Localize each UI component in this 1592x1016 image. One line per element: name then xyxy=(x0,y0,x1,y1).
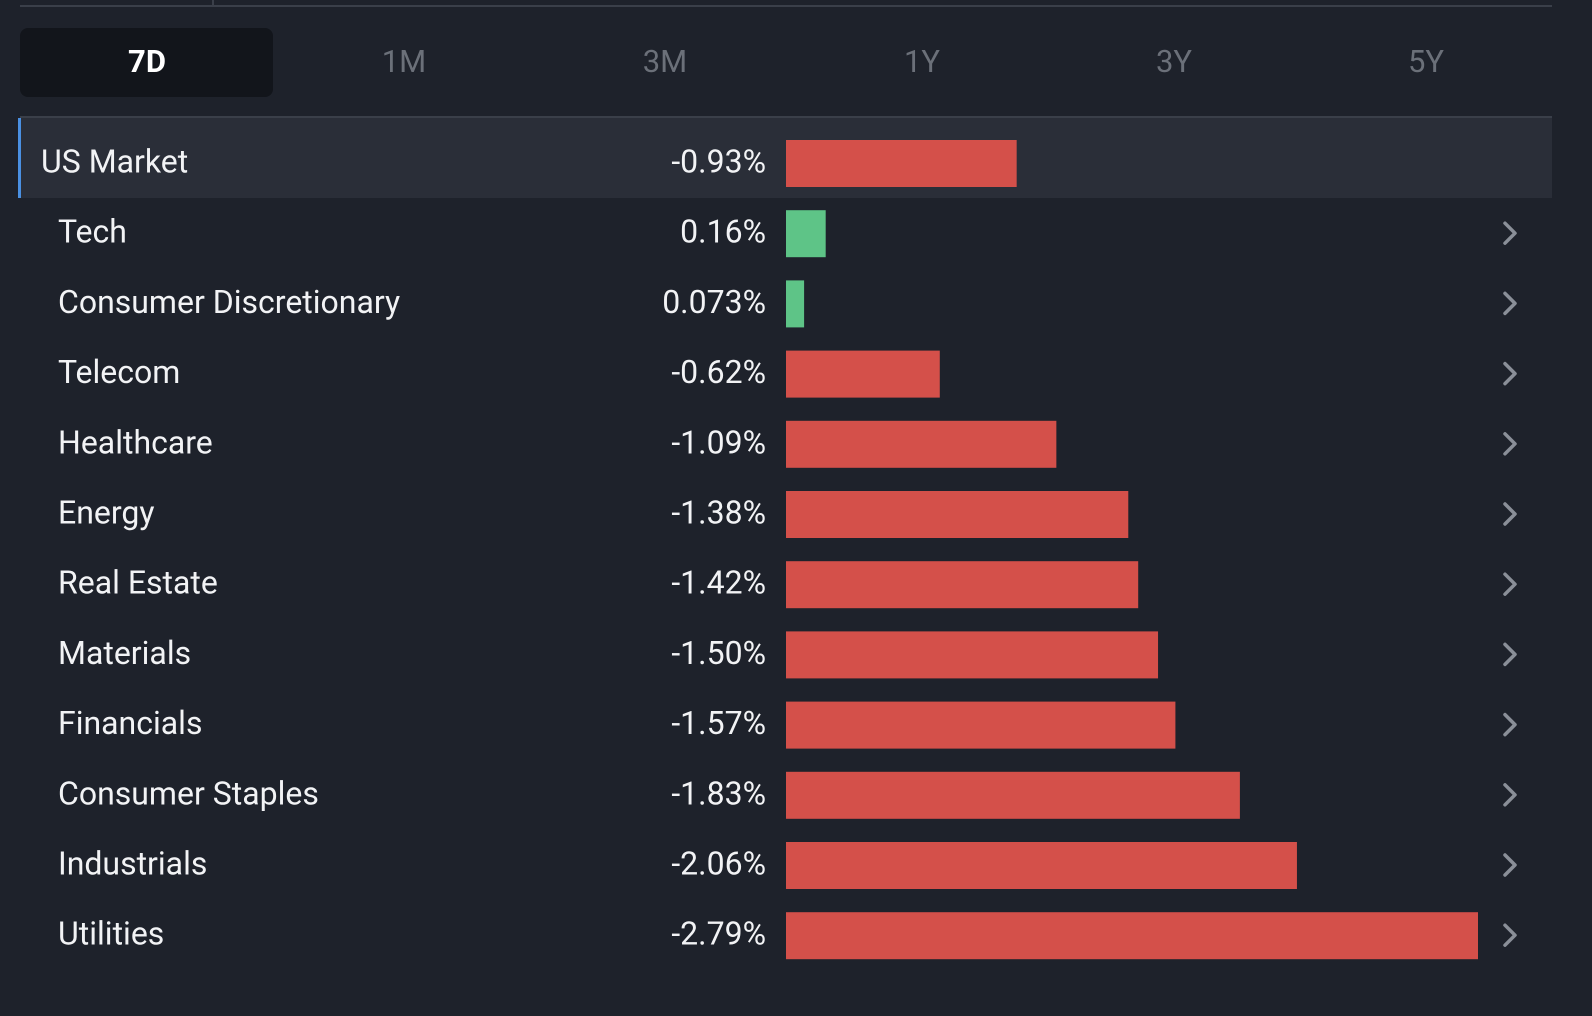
value-label: 0.16% xyxy=(680,213,766,251)
value-label: -1.42% xyxy=(671,564,766,602)
bar xyxy=(786,350,940,398)
value-label: 0.073% xyxy=(662,283,766,321)
bar xyxy=(786,420,1057,468)
chevron[interactable] xyxy=(1503,853,1517,877)
row-label[interactable]: Energy xyxy=(58,493,154,531)
bar xyxy=(786,631,1159,679)
row-label[interactable]: Telecom xyxy=(58,353,180,391)
chevron[interactable] xyxy=(1503,923,1517,947)
row-highlight xyxy=(18,118,1552,198)
row-label[interactable]: US Market xyxy=(41,142,188,180)
chevron[interactable] xyxy=(1503,642,1517,667)
tab[interactable]: 3Y xyxy=(1156,43,1192,80)
row-label[interactable]: Financials xyxy=(58,704,202,742)
tab[interactable]: 1M xyxy=(382,43,427,80)
chevron[interactable] xyxy=(1503,572,1517,596)
chevron[interactable] xyxy=(1503,783,1517,807)
tab[interactable]: 5Y xyxy=(1408,43,1444,80)
tab[interactable]: 3M xyxy=(643,43,688,80)
tab[interactable]: 7D xyxy=(128,43,166,80)
row-label[interactable]: Healthcare xyxy=(58,423,213,461)
bar xyxy=(786,210,826,258)
row-label[interactable]: Consumer Staples xyxy=(58,774,319,812)
value-label: -1.57% xyxy=(671,704,766,742)
tab[interactable]: 1Y xyxy=(904,43,940,80)
value-label: -0.62% xyxy=(671,353,766,391)
row-label[interactable]: Tech xyxy=(58,213,127,251)
value-label: -1.50% xyxy=(671,634,766,672)
row-label[interactable]: Industrials xyxy=(58,844,207,882)
value-label: -1.09% xyxy=(671,423,766,461)
value-label: -2.06% xyxy=(671,844,766,882)
row-label[interactable]: Consumer Discretionary xyxy=(58,283,400,321)
bar xyxy=(786,561,1139,609)
value-label: -1.38% xyxy=(671,493,766,531)
chevron[interactable] xyxy=(1503,221,1517,245)
row-accent xyxy=(18,118,21,198)
chevron[interactable] xyxy=(1503,502,1517,526)
tab-active-bg xyxy=(20,28,273,97)
bar xyxy=(786,912,1478,960)
row-label[interactable]: Utilities xyxy=(58,915,164,953)
chevron[interactable] xyxy=(1503,361,1517,386)
bar xyxy=(786,701,1176,749)
bar xyxy=(786,491,1129,538)
chevron[interactable] xyxy=(1503,432,1517,456)
bar xyxy=(786,140,1017,187)
bar xyxy=(786,842,1297,889)
row-label[interactable]: Real Estate xyxy=(58,564,218,602)
value-label: -2.79% xyxy=(671,915,766,953)
chevron[interactable] xyxy=(1503,712,1517,737)
bar xyxy=(786,771,1240,819)
value-label: -0.93% xyxy=(671,142,766,180)
bar xyxy=(786,280,805,328)
value-label: -1.83% xyxy=(671,774,766,812)
row-label[interactable]: Materials xyxy=(58,634,191,672)
chevron[interactable] xyxy=(1503,291,1517,316)
